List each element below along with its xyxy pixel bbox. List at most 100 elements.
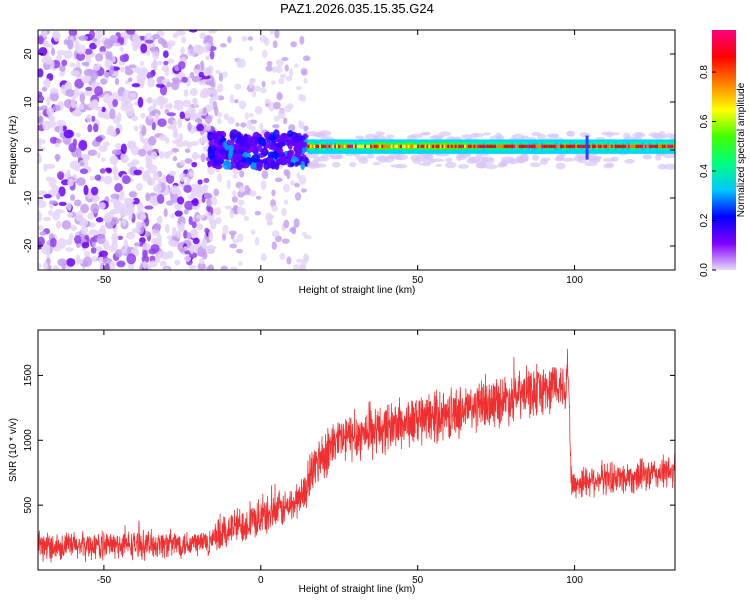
spectrogram-cell (546, 144, 550, 149)
y-tick-label: 0 (23, 147, 34, 153)
spectrogram-cell (496, 164, 507, 168)
spectrogram-cell (326, 144, 329, 149)
spectrogram-cell (355, 135, 365, 139)
spectrogram-cell (261, 80, 266, 88)
spectrogram-cell (669, 144, 672, 149)
spectrogram-cell (362, 144, 365, 149)
spectrogram-cell (145, 192, 150, 202)
spectrogram-cell (505, 144, 508, 149)
spectrogram-cell (76, 177, 86, 186)
spectrogram-cell (285, 75, 293, 82)
spectrogram-cell (182, 100, 192, 108)
spectrogram-cell (164, 67, 170, 77)
spectrogram-cell (307, 144, 311, 149)
spectrogram-cell (96, 234, 106, 245)
spectrogram-cell (50, 47, 56, 56)
spectrogram-cell (165, 173, 175, 184)
spectrogram-cell (486, 144, 489, 149)
spectrogram-cell (205, 55, 211, 61)
spectrogram-cell (57, 238, 67, 249)
spectrogram-cell (140, 43, 148, 54)
spectrogram-cell (102, 93, 111, 104)
y-tick-label: 10 (23, 96, 34, 108)
spectrogram-cell (79, 168, 89, 175)
spectrogram-cell (520, 144, 523, 149)
spectrogram-cell (38, 190, 48, 196)
spectrogram-cell (264, 98, 271, 104)
spectrogram-cell (80, 203, 90, 214)
spectrogram-cell (271, 230, 280, 238)
spectrogram-cell (490, 144, 493, 149)
spectrogram-cell (172, 32, 179, 39)
spectrogram-cell (528, 144, 531, 149)
spectrogram-cell (467, 144, 471, 149)
spectrogram-cell (475, 144, 478, 149)
spectrogram-cell (123, 239, 129, 251)
spectrogram-cell (67, 178, 74, 187)
spectrogram-cell (398, 144, 401, 149)
spectrogram-cell (263, 161, 271, 170)
spectrogram-cell (673, 144, 675, 149)
spectrogram-cell (302, 55, 311, 62)
spectrogram-cell (271, 241, 277, 250)
spectrogram-cell (147, 115, 154, 120)
spectrogram-cell (217, 83, 224, 93)
spectrogram-cell (514, 144, 518, 149)
spectrogram-cell (262, 49, 268, 58)
spectrogram-cell (332, 144, 335, 149)
spectrogram-cell (381, 144, 384, 149)
spectrogram-cell (293, 218, 300, 228)
spectrogram-cell (95, 245, 103, 251)
spectrogram-cell (117, 95, 124, 102)
spectrogram-cell (132, 34, 141, 46)
spectrogram-cell (181, 76, 188, 83)
spectrogram-cell (174, 259, 181, 266)
spectrogram-cell (145, 49, 150, 56)
spectrogram-cell (250, 77, 255, 84)
spectrogram-cell (199, 32, 206, 40)
spectrogram-cell (281, 207, 287, 217)
spectrogram-cell (56, 49, 67, 56)
spectrogram-cell (343, 144, 346, 149)
spectrogram-cell (299, 262, 305, 270)
spectrogram-cell (578, 144, 582, 149)
spectrogram-cell (379, 144, 382, 149)
spectrogram-cell (239, 170, 245, 178)
spectrogram-cell (52, 264, 59, 270)
snr-plot-area (38, 348, 675, 563)
spectrogram-cell (105, 50, 110, 61)
spectrogram-cell (38, 138, 44, 144)
snr-x-label: Height of straight line (km) (299, 584, 416, 595)
spectrogram-cell (297, 138, 304, 149)
spectrogram-cell (360, 144, 363, 149)
spectrogram-cell (125, 30, 136, 35)
spectrogram-cell (253, 85, 262, 92)
spectrogram-cell (266, 220, 273, 226)
spectrogram-cell (237, 199, 245, 206)
spectrogram-cell (95, 136, 103, 142)
spectrogram-cell (131, 115, 138, 122)
spectrogram-cell (295, 86, 302, 91)
spectrogram-cell (189, 88, 199, 96)
spectrogram-cell (509, 144, 512, 149)
spectrogram-cell (89, 175, 97, 181)
spectrogram-cell (499, 144, 503, 149)
spectrogram-cell (76, 254, 81, 265)
spectrogram-cell (475, 162, 488, 169)
spectrogram-cell (165, 250, 174, 259)
spectrogram-cell (167, 58, 175, 64)
spectrogram-cell (44, 43, 54, 48)
spectrogram-cell (554, 144, 557, 149)
spectrogram-cell (299, 121, 305, 130)
spectrogram-cell (629, 144, 633, 149)
spectrogram-cell (163, 151, 171, 159)
y-tick-label: 500 (23, 496, 34, 513)
spectrogram-cell (415, 144, 418, 149)
spectrogram-cell (175, 141, 185, 148)
spectrogram-cell (95, 217, 104, 223)
spectrogram-cell (55, 138, 62, 144)
spectrogram-cell (170, 193, 179, 203)
spectrogram-cell (198, 71, 204, 78)
spectrogram-cell (278, 77, 285, 85)
spectrogram-cell (229, 94, 235, 104)
